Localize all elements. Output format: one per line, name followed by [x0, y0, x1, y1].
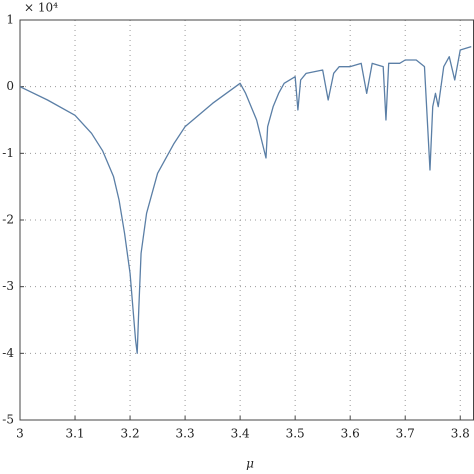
- x-tick-label: 3.3: [176, 427, 195, 441]
- x-tick-label: 3.1: [65, 427, 84, 441]
- x-tick-label: 3.2: [121, 427, 140, 441]
- y-tick-label: -4: [2, 346, 14, 360]
- y-tick-label: 1: [6, 13, 14, 27]
- x-tick-label: 3.6: [341, 427, 360, 441]
- y-tick-label: 0: [6, 79, 14, 93]
- multiplier-label: × 10⁴: [24, 1, 58, 15]
- data-line: [19, 46, 472, 354]
- y-tick-label: -5: [2, 413, 14, 427]
- x-tick-label: 3.8: [451, 427, 470, 441]
- y-tick-label: -3: [2, 279, 14, 293]
- x-tick-label: 3.5: [286, 427, 305, 441]
- x-tick-label: 3.7: [396, 427, 415, 441]
- y-tick-label: -2: [2, 213, 14, 227]
- x-tick-label: 3: [16, 427, 24, 441]
- y-tick-label: -1: [2, 146, 14, 160]
- x-tick-label: 3.4: [231, 427, 250, 441]
- x-axis-label: μ: [246, 457, 254, 471]
